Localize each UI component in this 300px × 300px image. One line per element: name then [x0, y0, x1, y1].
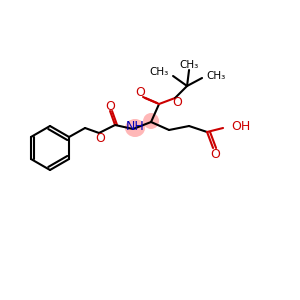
Text: OH: OH [231, 119, 250, 133]
Text: O: O [172, 95, 182, 109]
Text: O: O [210, 148, 220, 160]
Ellipse shape [143, 113, 159, 129]
Text: CH₃: CH₃ [206, 71, 225, 81]
Text: NH: NH [126, 121, 144, 134]
Text: O: O [135, 86, 145, 100]
Text: O: O [105, 100, 115, 112]
Text: CH₃: CH₃ [150, 67, 169, 77]
Text: O: O [95, 131, 105, 145]
Text: CH₃: CH₃ [179, 60, 199, 70]
Ellipse shape [125, 119, 145, 137]
